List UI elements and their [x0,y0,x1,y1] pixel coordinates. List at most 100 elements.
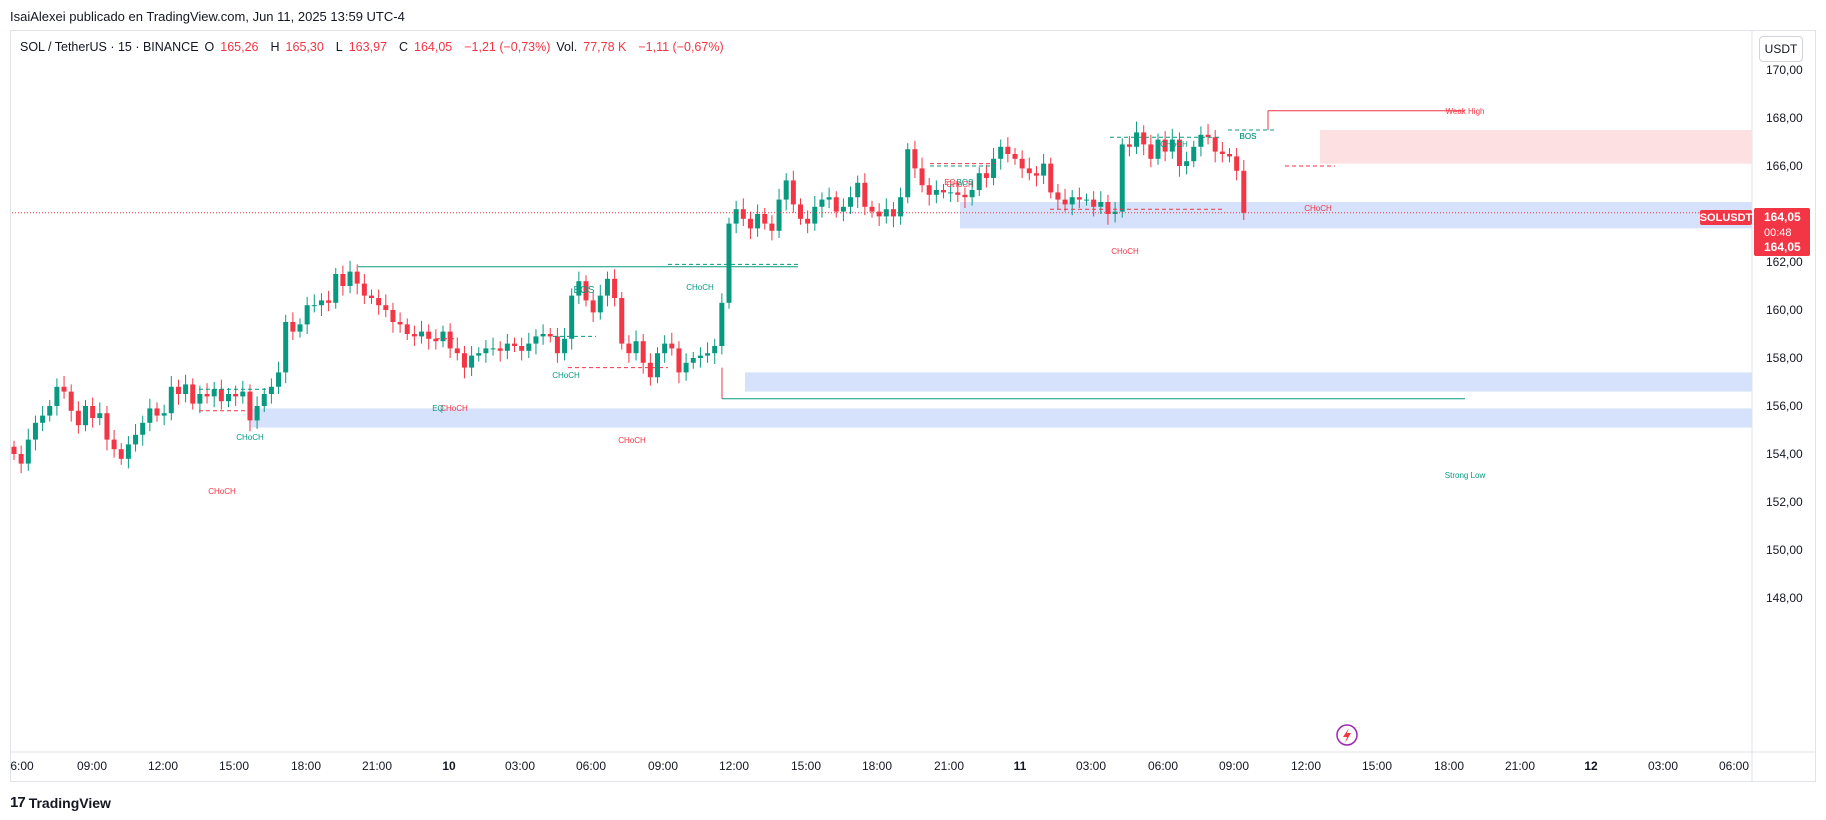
legend-close: 164,05 [414,40,453,54]
time-tick-label: 15:00 [219,759,249,773]
candle-body [876,211,882,217]
candle-body [1005,146,1011,154]
candle-body [941,190,946,193]
candle-body [626,343,632,354]
price-tick-label: 152,00 [1766,495,1803,509]
candle-body [426,331,432,339]
candle-body [933,190,939,195]
candle-body [411,334,417,337]
candle-body [1033,173,1039,176]
time-tick-label: 12:00 [148,759,178,773]
candle-body [712,346,718,354]
candle-body [740,209,746,219]
candle-body [197,394,203,404]
candle-body [826,197,832,200]
candle-body [955,192,961,195]
candle-body [1241,170,1247,213]
time-tick-label: 15:00 [1362,759,1392,773]
chart-frame[interactable] [10,30,1816,782]
structure-label: CHoCH [946,180,974,189]
candle-body [1141,132,1147,145]
structure-label: Weak High [1446,107,1485,116]
candle-body [161,413,167,416]
legend-c-label: C [398,40,408,54]
price-tick-label: 154,00 [1766,447,1803,461]
candle-body [111,439,117,450]
candle-body [419,331,425,337]
candle-body [983,173,989,178]
countdown-label: 00:48 [1764,227,1792,239]
tradingview-brand: TradingView [28,794,111,811]
demand-zone [250,408,1752,428]
candle-body [1184,161,1190,166]
tradingview-logo-icon: 17 [10,794,26,811]
candle-body [919,168,925,186]
time-tick-label: 06:00 [1719,759,1749,773]
candle-body [133,434,139,445]
candle-body [705,353,711,356]
time-tick-label: 12 [1584,759,1598,773]
candle-body [261,394,267,406]
tradingview-logo[interactable]: 17 TradingView [10,794,111,811]
candle-body [1176,139,1182,166]
candle-body [32,422,38,440]
time-tick-label: 10 [442,759,456,773]
candle-body [1155,139,1161,159]
candle-body [440,331,446,342]
candle-body [619,298,625,344]
candle-body [333,274,339,303]
candle-body [969,190,975,198]
currency-button[interactable]: USDT [1759,36,1803,62]
structure-label: CHoCH [1111,247,1139,256]
candle-body [647,362,653,378]
candle-body [1205,134,1211,138]
last-price-label-2: 164,05 [1764,240,1801,254]
time-tick-label: 03:00 [1076,759,1106,773]
candle-body [912,149,918,169]
candle-body [905,149,911,198]
price-tick-label: 160,00 [1766,303,1803,317]
candle-body [883,209,889,217]
time-tick-label: 09:00 [648,759,678,773]
candle-body [226,394,231,402]
candle-body [776,199,782,231]
candle-body [347,271,353,286]
publisher-line: IsaiAlexei publicado en TradingView.com,… [10,9,405,24]
candle-body [483,348,489,354]
time-tick-label: 06:00 [1148,759,1178,773]
candle-body [1227,154,1232,157]
candle-body [1234,156,1240,171]
legend-vol-change: −1,11 (−0,67%) [638,40,724,54]
candle-body [497,348,503,351]
legend-low: 163,97 [348,40,387,54]
legend-h-label: H [270,40,280,54]
legend-open: 165,26 [220,40,259,54]
candle-body [1019,158,1025,169]
time-tick-label: 12:00 [1291,759,1321,773]
candle-body [83,406,88,426]
candle-body [1219,151,1225,154]
price-tick-label: 150,00 [1766,543,1803,557]
last-price-label-bg [1754,208,1810,256]
time-tick-label: 15:00 [791,759,821,773]
candle-body [490,348,496,350]
legend-change: −1,21 (−0,73%) [464,40,551,54]
candle-body [1026,168,1032,174]
candle-body [1012,154,1018,159]
structure-label: CHoCH [440,404,468,413]
candle-body [254,406,260,421]
candle-body [948,192,954,194]
candle-body [862,182,868,207]
candle-body [104,413,110,440]
supply-zone [1320,130,1752,164]
structure-label: BOS [957,178,974,187]
structure-label: CHoCH [552,371,580,380]
legend-symbol[interactable]: SOL / TetherUS · 15 · BINANCE [20,40,199,54]
structure-label: CHoCH [618,436,646,445]
time-tick-label: 18:00 [862,759,892,773]
candle-body [640,341,646,363]
candle-body [819,199,825,207]
candle-body [218,389,224,402]
time-tick-label: 18:00 [291,759,321,773]
